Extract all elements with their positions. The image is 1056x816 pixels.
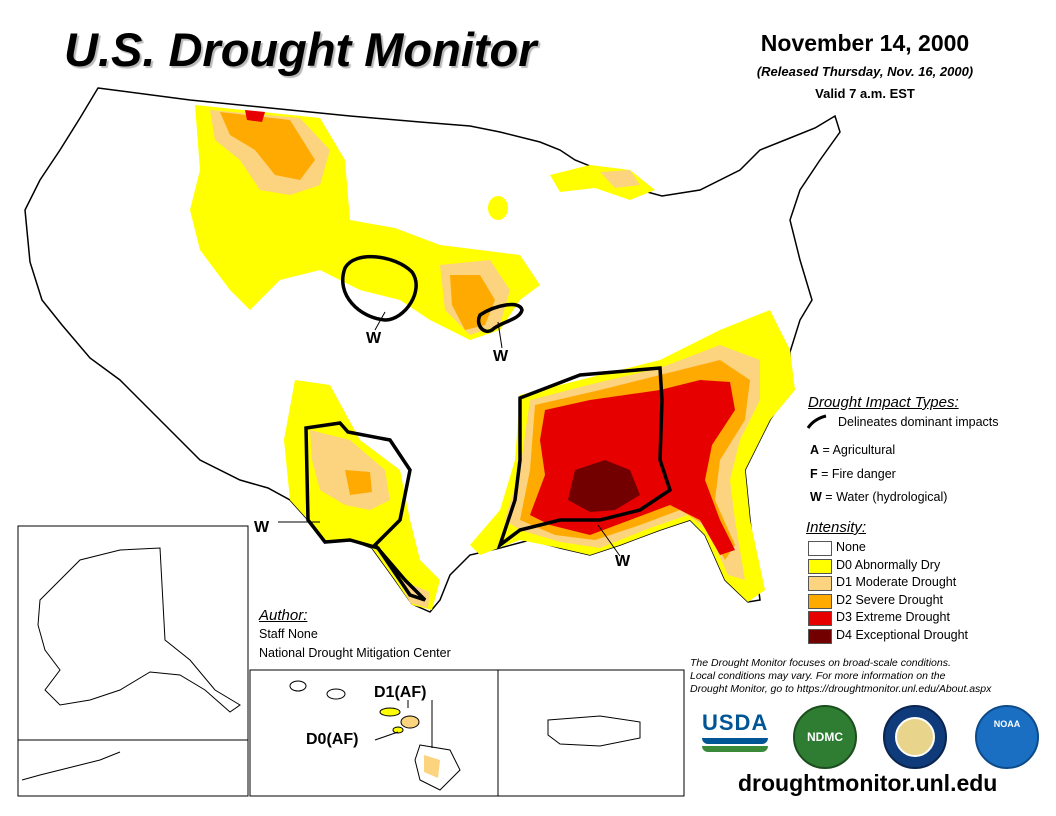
label-w-southeast: W — [615, 553, 631, 570]
intensity-label: None — [836, 540, 866, 554]
valid-time: Valid 7 a.m. EST — [815, 86, 915, 101]
release-date: (Released Thursday, Nov. 16, 2000) — [756, 64, 974, 79]
island-maui — [400, 715, 420, 729]
noaa-logo: NOAA — [975, 705, 1039, 769]
author-name: Staff None — [259, 627, 318, 641]
d0-minnesota — [488, 196, 508, 220]
intensity-label: D3 Extreme Drought — [836, 610, 950, 625]
impact-water: W = Water (hydrological) — [810, 490, 948, 504]
intensity-legend-heading: Intensity: — [806, 519, 867, 536]
impact-line-sample — [806, 414, 827, 429]
intensity-swatch — [808, 576, 832, 592]
footer-url[interactable]: droughtmonitor.unl.edu — [738, 770, 998, 796]
impact-agricultural: A = Agricultural — [810, 443, 896, 457]
leader-nebraska — [374, 311, 386, 331]
label-hawaii-d0: D0(AF) — [306, 731, 359, 748]
commerce-seal-logo — [883, 705, 947, 769]
d2-central-plains — [450, 275, 495, 330]
map-date: November 14, 2000 — [760, 30, 970, 56]
author-heading: Author: — [259, 607, 308, 624]
note-line-1: The Drought Monitor focuses on broad-sca… — [690, 657, 951, 669]
intensity-swatch — [808, 611, 832, 627]
disclaimer-note: The Drought Monitor focuses on broad-sca… — [690, 657, 1040, 696]
impact-line-southeast — [496, 366, 673, 550]
intensity-label: D4 Exceptional Drought — [836, 628, 969, 642]
d3-southeast — [530, 380, 735, 555]
usda-logo: USDA — [702, 710, 768, 758]
ndmc-logo-text: NDMC — [807, 730, 843, 744]
map-title: U.S. Drought Monitor — [64, 23, 537, 76]
leader-southeast — [597, 524, 621, 557]
label-w-nebraska: W — [366, 330, 382, 347]
alaska-outline — [37, 547, 241, 713]
ndmc-logo: NDMC — [793, 705, 857, 769]
author-org: National Drought Mitigation Center — [259, 646, 451, 660]
intensity-swatch — [808, 541, 832, 556]
d4-southeast — [568, 460, 640, 512]
label-w-kansas: W — [493, 348, 509, 365]
usda-logo-text: USDA — [702, 710, 769, 735]
label-w-texas: W — [254, 519, 270, 536]
d1-michigan — [600, 170, 640, 188]
intensity-legend: None D0 Abnormally Dry D1 Moderate Drought… — [808, 540, 1038, 650]
noaa-logo-text: NOAA — [993, 719, 1021, 729]
d2-montana — [220, 112, 315, 180]
impact-legend-heading: Drought Impact Types: — [808, 394, 959, 411]
island-oahu — [326, 688, 346, 700]
label-hawaii-d1: D1(AF) — [374, 684, 427, 701]
intensity-swatch — [808, 558, 832, 574]
impact-line-nebraska — [341, 254, 418, 322]
impact-line-kansas — [476, 302, 524, 333]
island-molokai — [379, 707, 401, 717]
intensity-swatch — [808, 629, 832, 644]
intensity-label: D0 Abnormally Dry — [836, 557, 941, 572]
impact-line-texas — [304, 421, 427, 602]
note-line-3: Drought Monitor, go to https://droughtmo… — [690, 683, 992, 695]
island-hawaii-d1 — [424, 755, 440, 778]
hawaii-inset — [249, 669, 499, 797]
puerto-rico-outline — [547, 715, 641, 747]
d3-montana — [245, 110, 265, 122]
intensity-label: D1 Moderate Drought — [836, 575, 957, 590]
hawaii-islands — [289, 680, 461, 791]
d2-southwest — [345, 470, 372, 495]
label-leaders — [278, 311, 621, 557]
leader-kansas — [497, 321, 503, 349]
aleutian-chain — [21, 751, 121, 781]
island-lanai — [392, 726, 404, 734]
impact-line-text: Delineates dominant impacts — [838, 415, 999, 429]
note-line-2: Local conditions may vary. For more info… — [690, 670, 946, 682]
leader-d0 — [374, 731, 399, 741]
intensity-swatch — [808, 593, 832, 609]
impact-fire: F = Fire danger — [810, 467, 896, 481]
impact-boundaries — [304, 254, 673, 602]
island-kauai — [289, 680, 307, 692]
intensity-label: D2 Severe Drought — [836, 592, 944, 607]
